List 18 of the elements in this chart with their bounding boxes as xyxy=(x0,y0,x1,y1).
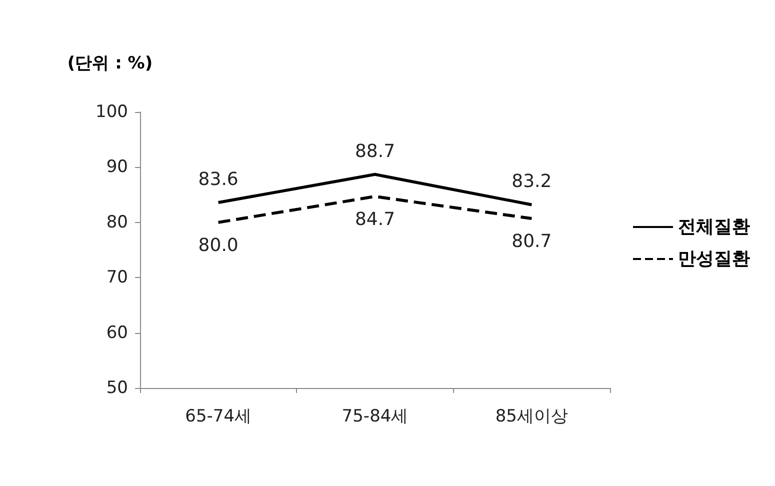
legend-label: 전체질환 xyxy=(678,216,750,238)
y-tick-label: 100 xyxy=(96,102,128,122)
data-label: 80.7 xyxy=(512,231,552,252)
x-tick-label: 75-84세 xyxy=(342,406,408,426)
legend-label: 만성질환 xyxy=(678,248,750,270)
x-tick-label: 65-74세 xyxy=(185,406,252,426)
data-label: 83.2 xyxy=(512,171,552,192)
data-label: 83.6 xyxy=(198,169,238,190)
y-tick-label: 70 xyxy=(106,268,128,288)
data-label: 88.7 xyxy=(354,140,396,162)
data-label: 84.7 xyxy=(354,208,396,230)
y-tick-label: 90 xyxy=(106,157,128,178)
y-tick-label: 80 xyxy=(106,212,128,232)
y-axis-title: (단위 : %) xyxy=(67,54,153,74)
y-tick-label: 60 xyxy=(106,322,128,343)
data-label: 80.0 xyxy=(198,234,238,256)
y-tick-label: 50 xyxy=(106,378,128,398)
x-tick-label: 85세이상 xyxy=(495,406,568,426)
